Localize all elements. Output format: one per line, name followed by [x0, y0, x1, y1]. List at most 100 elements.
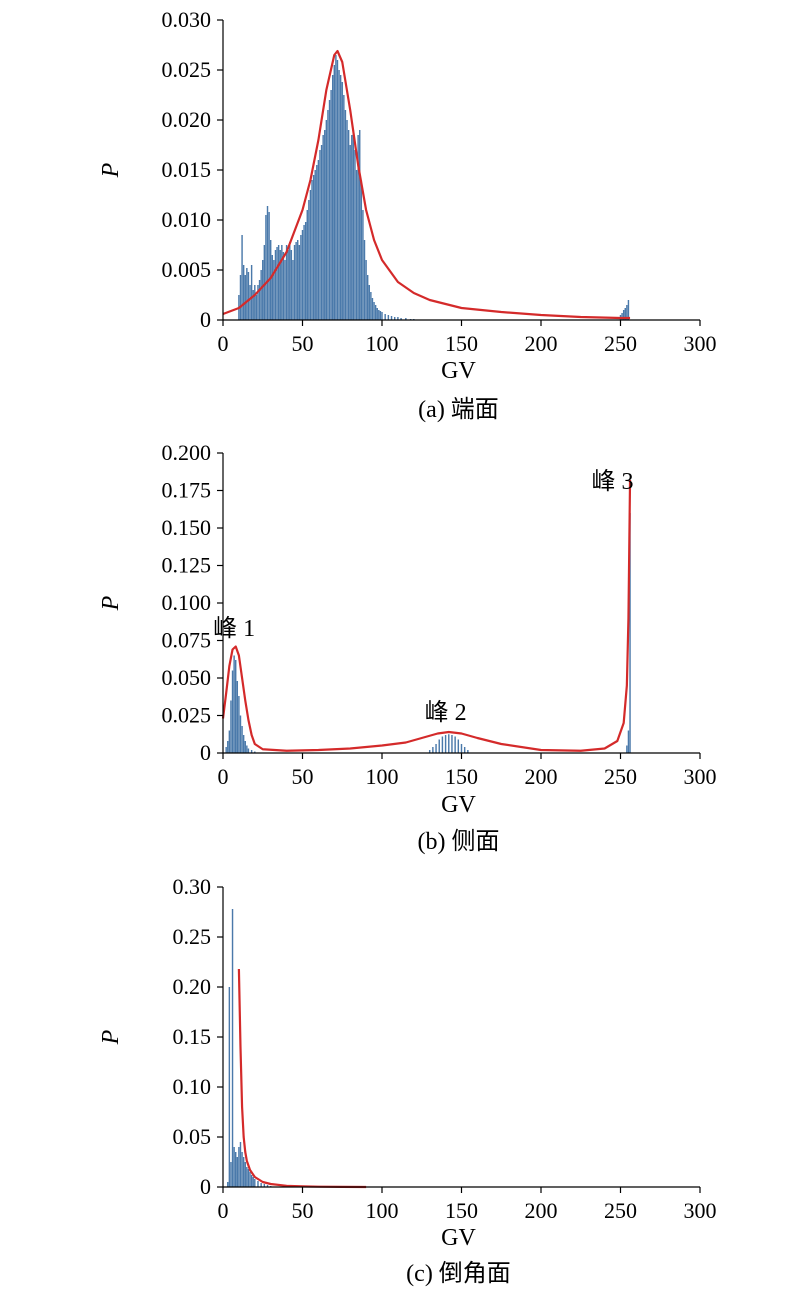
histogram-bar	[250, 1175, 253, 1187]
x-axis-label: GV	[441, 1225, 476, 1251]
histogram-bar	[250, 265, 253, 320]
y-tick-label: 0.05	[173, 1124, 212, 1149]
panel-caption: (b) 侧面	[418, 828, 500, 855]
chart-panel-3: 0 50 100 150 200 250 300 0 0.05 0.10 0.15 0.20 0.25 0…	[98, 874, 717, 1287]
histogram-bar	[231, 909, 234, 1187]
x-tick-label: 100	[366, 764, 399, 789]
y-tick-label: 0	[200, 1174, 211, 1199]
histogram-bar	[273, 260, 275, 320]
x-tick-label: 50	[292, 764, 314, 789]
histogram-bar	[249, 285, 251, 320]
histogram-bar	[242, 735, 245, 753]
y-tick-label: 0.175	[162, 478, 212, 503]
y-tick-label: 0	[200, 740, 211, 765]
y-tick-label: 0.30	[173, 874, 212, 899]
histogram-bar	[252, 1177, 254, 1187]
histogram-bar	[239, 715, 242, 753]
x-tick-label: 200	[525, 764, 558, 789]
histogram-bar	[254, 751, 256, 753]
histogram-bar	[335, 55, 337, 320]
histogram-bar	[241, 235, 243, 320]
histogram-bar	[260, 270, 262, 320]
histogram-bar	[349, 145, 351, 320]
histogram-bar	[371, 298, 374, 320]
histogram-bar	[351, 135, 353, 320]
histogram-bar	[290, 250, 293, 320]
histogram-bar	[246, 1167, 248, 1187]
histogram-bar	[320, 145, 323, 320]
histogram-bar	[454, 736, 456, 753]
histogram-bar	[225, 747, 227, 753]
histogram-bar	[355, 170, 358, 320]
histogram-bar	[254, 285, 256, 320]
histogram-bar	[460, 744, 463, 753]
histogram-bar	[292, 260, 294, 320]
histogram-bar	[373, 302, 375, 320]
histogram-bar	[362, 210, 364, 320]
panel-caption: (c) 倒角面	[406, 1260, 511, 1287]
x-axis-label: GV	[441, 358, 476, 384]
histogram-bar	[357, 135, 359, 320]
histogram-bar	[322, 135, 324, 320]
x-tick-label: 0	[218, 764, 229, 789]
histogram-bar	[314, 170, 316, 320]
histogram-bar	[381, 312, 383, 320]
histogram-bar	[390, 316, 393, 320]
histogram-bar	[317, 160, 320, 320]
histogram-bar	[438, 739, 440, 753]
x-axis-label: GV	[441, 792, 476, 818]
x-tick-label: 300	[684, 331, 717, 356]
histogram-bar	[394, 317, 396, 320]
histogram-bar	[622, 310, 625, 320]
histogram-bar	[257, 1181, 259, 1187]
histogram-bar	[268, 212, 270, 320]
histogram-bar	[304, 222, 307, 320]
y-axis-label: P	[98, 162, 124, 178]
histogram-bar	[325, 120, 328, 320]
histogram-bar	[250, 750, 253, 753]
y-tick-label: 0.150	[162, 515, 212, 540]
histogram-bar	[247, 748, 250, 753]
histogram-bar	[287, 250, 289, 320]
histogram-bar	[333, 65, 336, 320]
histogram-bar	[244, 275, 246, 320]
y-tick-label: 0.015	[162, 157, 212, 182]
histogram-bar	[271, 255, 273, 320]
histogram-bar	[319, 150, 321, 320]
histogram-bar	[621, 313, 623, 320]
histogram-bar	[624, 308, 626, 320]
histogram-bar	[344, 110, 347, 320]
histogram-bar	[262, 260, 264, 320]
y-axis-label: P	[98, 1029, 124, 1045]
histogram-bar	[306, 210, 308, 320]
histogram-bar	[363, 240, 366, 320]
histogram-bar	[312, 175, 315, 320]
x-tick-label: 250	[604, 331, 637, 356]
histogram-bar	[277, 245, 280, 320]
histogram-bar	[239, 1142, 242, 1187]
histogram-bar	[285, 245, 288, 320]
histogram-bar	[247, 272, 250, 320]
histogram-bar	[311, 180, 313, 320]
histogram-bar	[228, 987, 231, 1187]
histogram-bar	[629, 513, 631, 753]
histogram-bar	[284, 260, 286, 320]
histogram-bar	[339, 75, 342, 320]
histogram-bar	[263, 245, 266, 320]
x-tick-label: 150	[445, 331, 478, 356]
x-tick-label: 100	[366, 331, 399, 356]
histogram-bar	[347, 130, 350, 320]
histogram-bar	[352, 130, 355, 320]
x-tick-label: 250	[604, 764, 637, 789]
x-tick-label: 0	[218, 1198, 229, 1223]
fit-curve	[222, 49, 631, 320]
y-tick-label: 0.010	[162, 207, 212, 232]
histogram-bar	[244, 741, 246, 753]
histogram-bar	[303, 225, 305, 320]
histogram-bar	[239, 275, 242, 320]
x-tick-label: 300	[684, 1198, 717, 1223]
histogram-bar	[457, 739, 460, 753]
histogram-bar	[236, 681, 239, 753]
histogram-bar	[293, 245, 296, 320]
